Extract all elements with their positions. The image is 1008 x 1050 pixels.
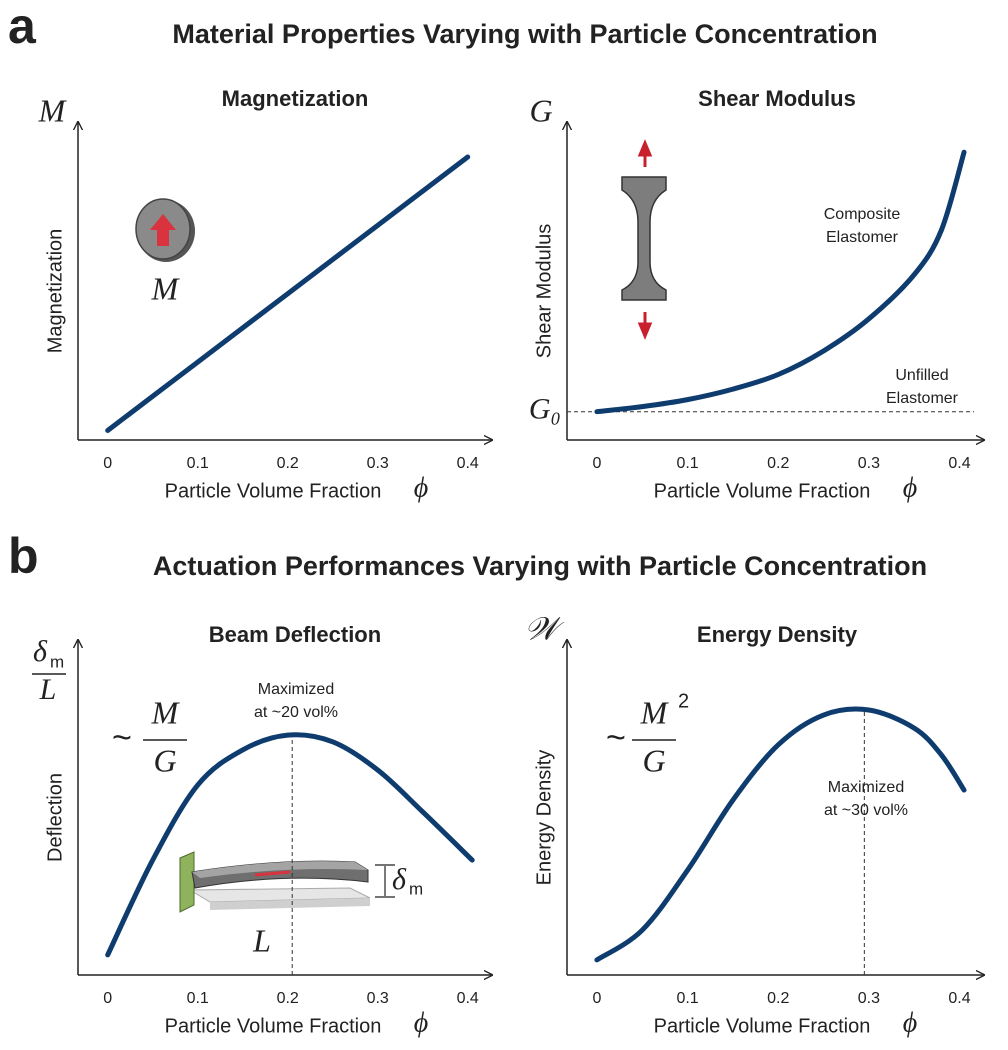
- x-tick-label: 0.1: [187, 990, 209, 1007]
- x-tick-label: 0.3: [858, 990, 880, 1007]
- formula-part: G: [642, 742, 665, 778]
- y-tick-label: G₀: [529, 393, 561, 426]
- x-tick-label: 0: [103, 990, 112, 1007]
- x-axis-label: Particle Volume Fraction: [654, 480, 871, 502]
- x-tick-label: 0.4: [948, 455, 970, 472]
- x-tick-label: 0.3: [367, 455, 389, 472]
- beam-icon: [179, 851, 395, 913]
- x-axis-symbol: ϕ: [903, 472, 918, 503]
- y-axis-label: Energy Density: [533, 750, 555, 886]
- panel-title: Material Properties Varying with Particl…: [172, 19, 877, 49]
- chart-title: Beam Deflection: [209, 622, 381, 647]
- x-tick-label: 0.2: [277, 990, 299, 1007]
- x-tick-label: 0: [103, 455, 112, 472]
- y-symbol: L: [39, 673, 57, 706]
- y-symbol: M: [38, 92, 68, 128]
- x-tick-label: 0.2: [767, 455, 789, 472]
- formula-part: G: [153, 742, 176, 778]
- y-symbol-sub: m: [50, 652, 64, 671]
- x-tick-label: 0.1: [676, 455, 698, 472]
- annotation: Elastomer: [886, 390, 959, 407]
- annotation: Maximized: [258, 681, 334, 698]
- panel-title: Actuation Performances Varying with Part…: [153, 551, 927, 581]
- x-tick-label: 0.3: [858, 455, 880, 472]
- x-tick-label: 0.1: [187, 455, 209, 472]
- annotation: Unfilled: [895, 367, 948, 384]
- annotation: Maximized: [828, 779, 904, 796]
- y-symbol: 𝒲: [524, 610, 565, 646]
- formula-part: M: [151, 694, 181, 730]
- magnet-disc-icon: [135, 198, 195, 262]
- annotation: at ~30 vol%: [824, 802, 908, 819]
- chart-title: Energy Density: [697, 622, 858, 647]
- y-axis-label: Magnetization: [44, 229, 66, 354]
- chart-title: Magnetization: [222, 86, 369, 111]
- annotation: Composite: [824, 206, 901, 223]
- panel-letter: a: [8, 0, 37, 54]
- x-tick-label: 0.1: [676, 990, 698, 1007]
- y-axis-label: Shear Modulus: [533, 224, 555, 359]
- annotation: δ: [392, 863, 407, 896]
- data-line: [594, 149, 967, 415]
- x-axis-symbol: ϕ: [903, 1007, 918, 1038]
- x-tick-label: 0.2: [767, 990, 789, 1007]
- data-line: [594, 706, 967, 963]
- annotation: Elastomer: [826, 229, 899, 246]
- formula-part: M: [640, 694, 670, 730]
- formula-part: ~: [606, 719, 626, 757]
- x-axis-label: Particle Volume Fraction: [654, 1015, 871, 1037]
- x-tick-label: 0.4: [457, 455, 479, 472]
- annotation: at ~20 vol%: [254, 704, 338, 721]
- y-symbol: G: [529, 92, 552, 128]
- annotation: M: [151, 270, 181, 306]
- x-tick-label: 0: [592, 990, 601, 1007]
- x-axis-symbol: ϕ: [414, 1007, 429, 1038]
- data-line: [105, 154, 471, 433]
- annotation: L: [252, 922, 271, 958]
- x-axis-symbol: ϕ: [414, 472, 429, 503]
- data-line: [105, 732, 475, 958]
- x-axis-label: Particle Volume Fraction: [165, 1015, 382, 1037]
- annotation: m: [409, 879, 423, 898]
- x-tick-label: 0.3: [367, 990, 389, 1007]
- chart-title: Shear Modulus: [698, 86, 856, 111]
- x-axis-label: Particle Volume Fraction: [165, 480, 382, 502]
- y-symbol: δ: [33, 635, 48, 668]
- y-axis-label: Deflection: [44, 773, 66, 862]
- formula-part: 2: [678, 690, 689, 712]
- x-tick-label: 0.2: [277, 455, 299, 472]
- x-tick-label: 0: [592, 455, 601, 472]
- panel-letter: b: [8, 528, 39, 584]
- dogbone-icon: [621, 139, 667, 340]
- x-tick-label: 0.4: [457, 990, 479, 1007]
- x-tick-label: 0.4: [948, 990, 970, 1007]
- formula-part: ~: [112, 719, 132, 757]
